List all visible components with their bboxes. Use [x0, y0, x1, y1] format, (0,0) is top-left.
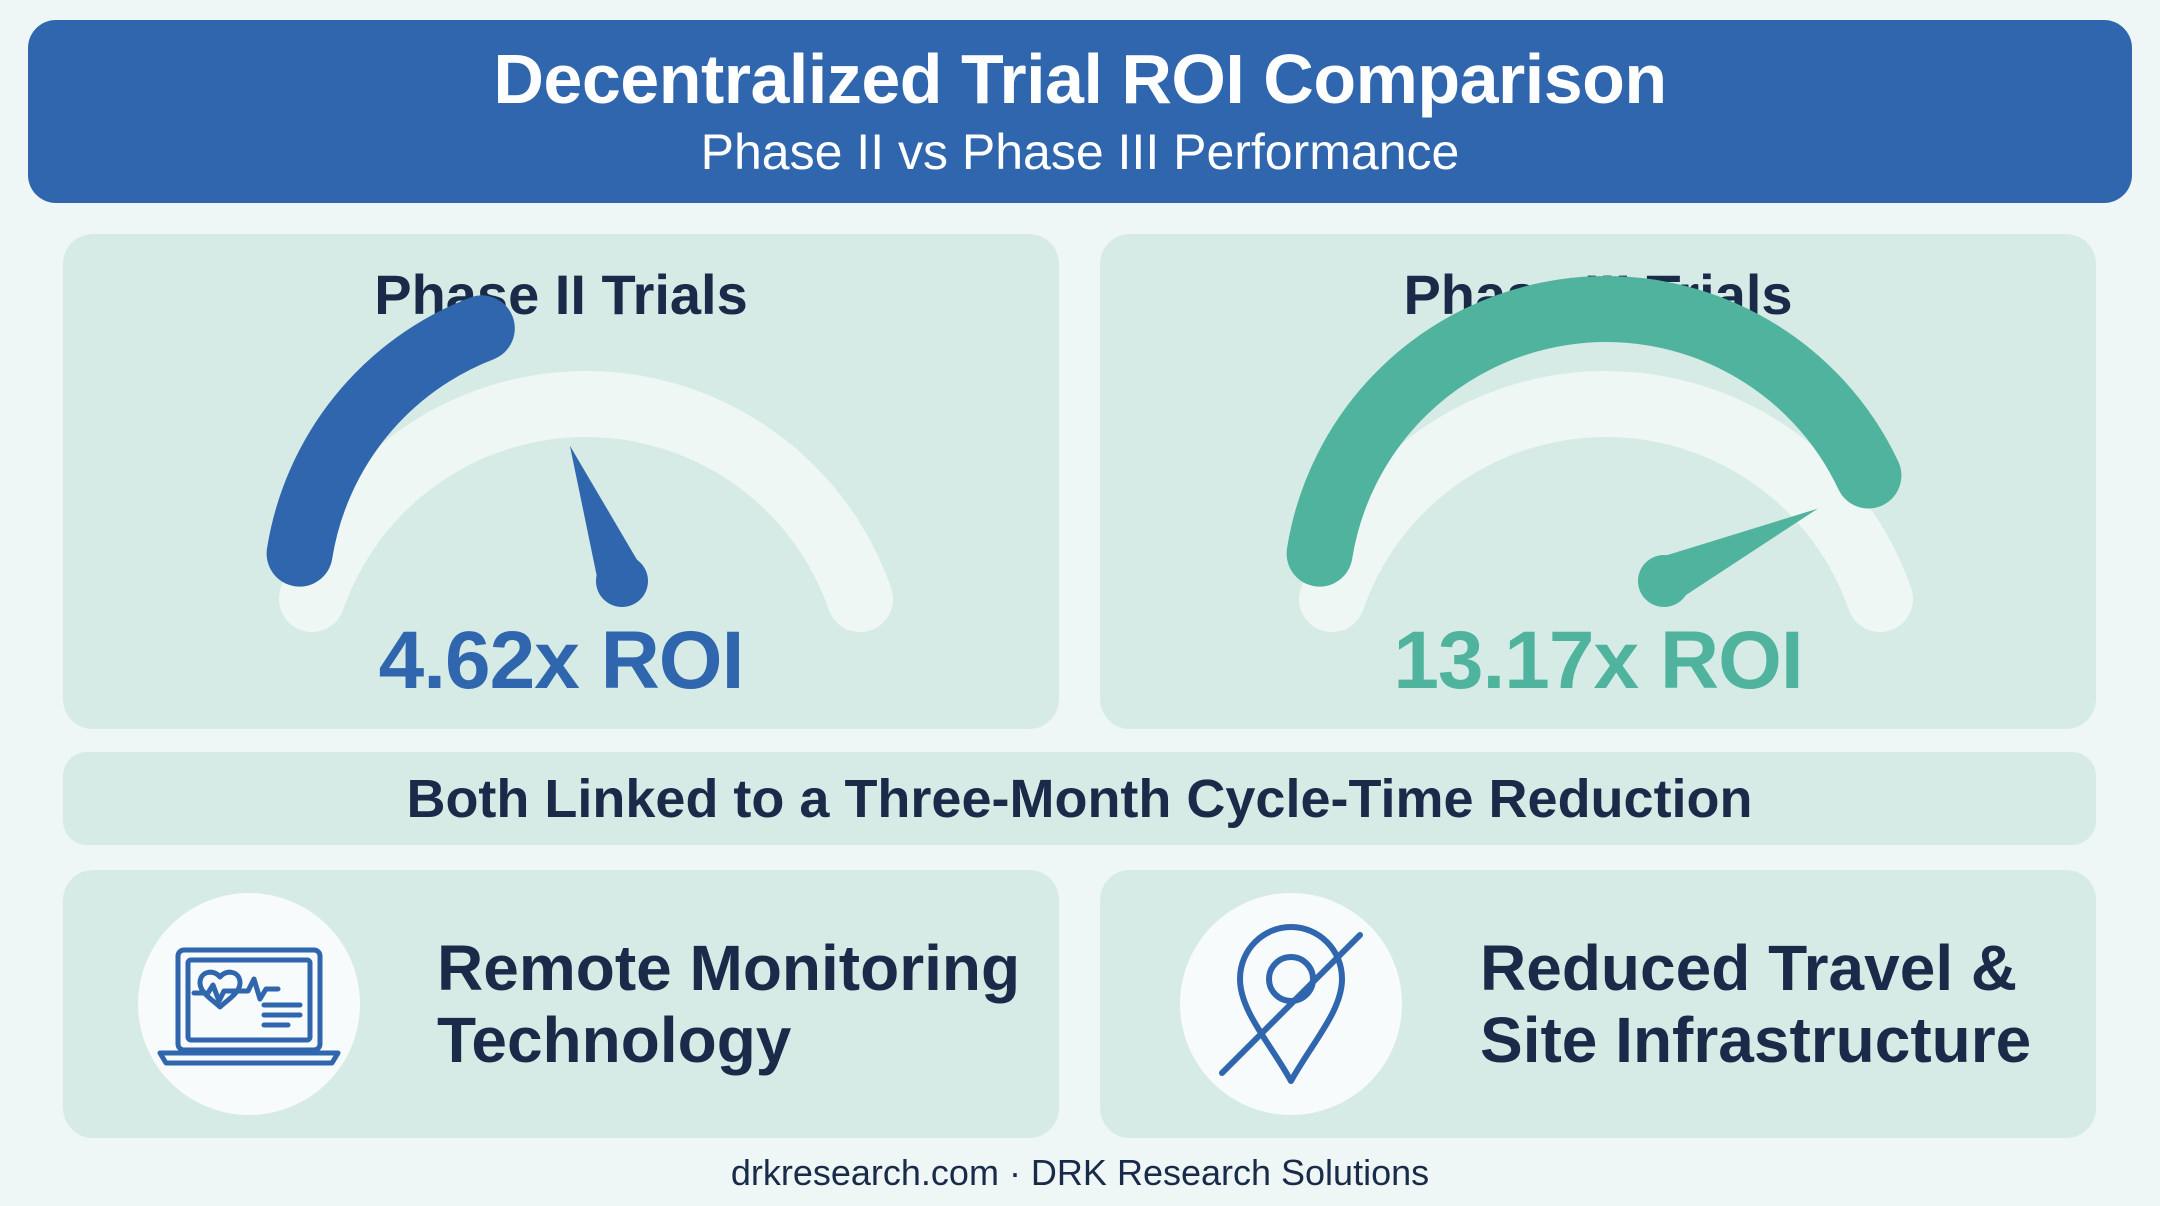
phase-iii-gauge-track	[1299, 371, 1913, 632]
phase-ii-gauge-track	[279, 371, 893, 632]
page-title: Decentralized Trial ROI Comparison	[493, 40, 1667, 118]
phase-ii-gauge	[266, 295, 893, 632]
footer-credit: drkresearch.com · DRK Research Solutions	[730, 1152, 1430, 1193]
feature-reduced-travel-label: Reduced Travel & Site Infrastructure	[1480, 932, 2080, 1076]
laptop-heart-monitor-icon	[138, 893, 360, 1115]
feature-line: Remote Monitoring	[437, 932, 1021, 1004]
header-banner: Decentralized Trial ROI Comparison Phase…	[28, 20, 2132, 203]
phase-ii-panel: Phase II Trials 4.62x ROI	[63, 234, 1059, 729]
phase-ii-gauge-needle	[569, 445, 648, 607]
feature-line: Reduced Travel &	[1480, 932, 2018, 1004]
feature-remote-monitoring: Remote Monitoring Technology	[63, 870, 1059, 1138]
phase-iii-panel: Phase III Trials 13.17x ROI	[1100, 234, 2096, 729]
phase-ii-gauge-fill	[266, 295, 515, 587]
phase-ii-roi-value: 4.62x ROI	[378, 615, 745, 706]
location-pin-crossed-icon	[1180, 893, 1402, 1115]
feature-remote-monitoring-label: Remote Monitoring Technology	[437, 932, 1037, 1076]
phase-iii-gauge-needle	[1638, 508, 1818, 607]
phase-iii-gauge	[1286, 276, 1913, 632]
page-subtitle: Phase II vs Phase III Performance	[700, 124, 1460, 180]
phase-iii-roi-value: 13.17x ROI	[1393, 615, 1803, 706]
feature-line: Site Infrastructure	[1480, 1004, 2032, 1076]
feature-reduced-travel: Reduced Travel & Site Infrastructure	[1100, 870, 2096, 1138]
cycle-time-banner: Both Linked to a Three-Month Cycle-Time …	[63, 752, 2096, 845]
feature-line: Technology	[437, 1004, 792, 1076]
phase-iii-gauge-fill	[1286, 276, 1902, 587]
